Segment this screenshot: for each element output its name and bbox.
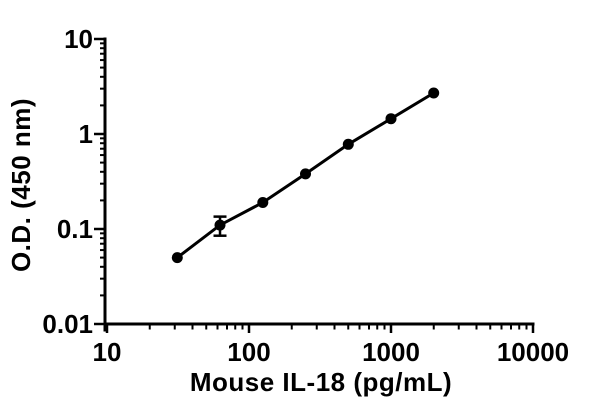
x-axis-title: Mouse IL-18 (pg/mL) xyxy=(190,367,452,397)
y-tick-label: 10 xyxy=(64,24,93,54)
y-tick-label: 0.1 xyxy=(57,214,93,244)
y-tick-label: 1 xyxy=(79,119,93,149)
y-axis-title: O.D. (450 nm) xyxy=(6,98,36,272)
x-tick-label: 1000 xyxy=(362,337,420,367)
y-tick-label: 0.01 xyxy=(42,309,93,339)
data-point-marker xyxy=(214,219,226,231)
data-point-marker xyxy=(428,87,440,99)
x-tick-label: 10 xyxy=(93,337,122,367)
data-point-marker xyxy=(342,138,354,150)
data-point-marker xyxy=(257,197,269,208)
data-point-marker xyxy=(385,113,397,125)
x-tick-label: 10000 xyxy=(497,337,569,367)
plot-series xyxy=(171,87,440,264)
data-point-marker xyxy=(300,168,311,180)
data-point-marker xyxy=(171,252,183,264)
x-tick-label: 100 xyxy=(227,337,270,367)
plot-axes: 10 100 1000 10000 10 1 0.1 0.01 xyxy=(42,24,569,367)
